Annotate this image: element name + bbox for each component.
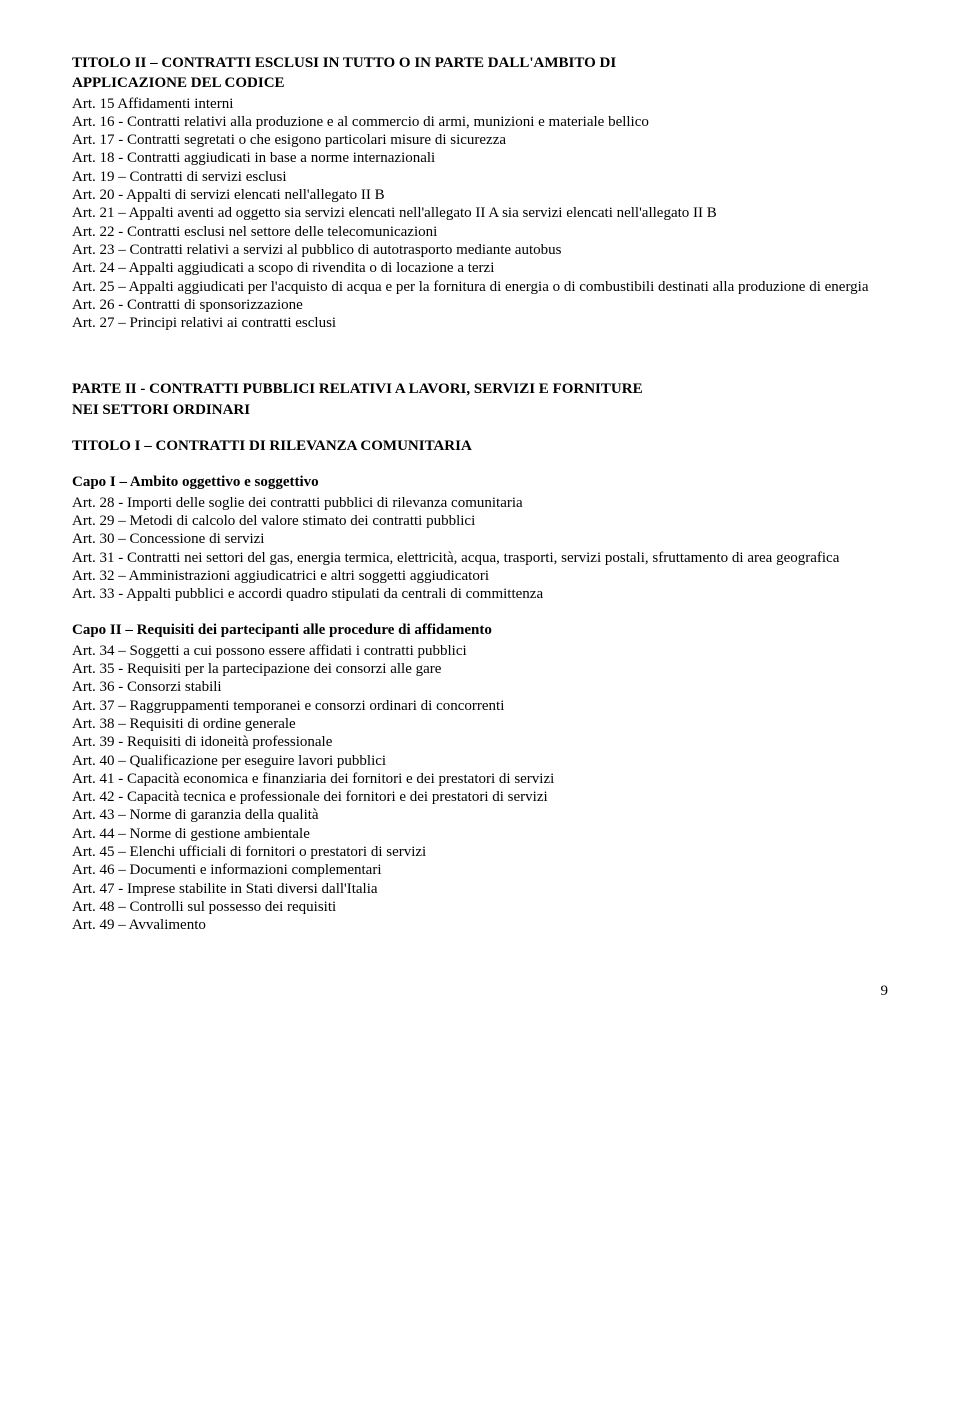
titolo1-heading: TITOLO I – CONTRATTI DI RILEVANZA COMUNI… <box>72 437 888 455</box>
article-line: Art. 28 - Importi delle soglie dei contr… <box>72 494 888 512</box>
article-line: Art. 16 - Contratti relativi alla produz… <box>72 113 888 131</box>
article-line: Art. 41 - Capacità economica e finanziar… <box>72 770 888 788</box>
article-line: Art. 39 - Requisiti di idoneità professi… <box>72 733 888 751</box>
article-line: Art. 20 - Appalti di servizi elencati ne… <box>72 186 888 204</box>
article-line: Art. 18 - Contratti aggiudicati in base … <box>72 149 888 167</box>
capo1-heading: Capo I – Ambito oggettivo e soggettivo <box>72 473 888 491</box>
article-line: Art. 38 – Requisiti di ordine generale <box>72 715 888 733</box>
article-line: Art. 30 – Concessione di servizi <box>72 530 888 548</box>
article-line: Art. 27 – Principi relativi ai contratti… <box>72 314 888 332</box>
article-line: Art. 33 - Appalti pubblici e accordi qua… <box>72 585 888 603</box>
article-line: Art. 15 Affidamenti interni <box>72 95 888 113</box>
article-line: Art. 46 – Documenti e informazioni compl… <box>72 861 888 879</box>
article-line: Art. 43 – Norme di garanzia della qualit… <box>72 806 888 824</box>
parte2-section: PARTE II - CONTRATTI PUBBLICI RELATIVI A… <box>72 380 888 419</box>
article-line: Art. 19 – Contratti di servizi esclusi <box>72 168 888 186</box>
article-line: Art. 31 - Contratti nei settori del gas,… <box>72 549 888 567</box>
article-line: Art. 49 – Avvalimento <box>72 916 888 934</box>
parte2-heading-l1: PARTE II - CONTRATTI PUBBLICI RELATIVI A… <box>72 380 888 398</box>
titolo2-section: TITOLO II – CONTRATTI ESCLUSI IN TUTTO O… <box>72 54 888 332</box>
article-line: Art. 22 - Contratti esclusi nel settore … <box>72 223 888 241</box>
titolo2-heading-l1: TITOLO II – CONTRATTI ESCLUSI IN TUTTO O… <box>72 54 888 72</box>
article-line: Art. 21 – Appalti aventi ad oggetto sia … <box>72 204 888 222</box>
article-line: Art. 48 – Controlli sul possesso dei req… <box>72 898 888 916</box>
capo2-heading: Capo II – Requisiti dei partecipanti all… <box>72 621 888 639</box>
article-line: Art. 44 – Norme di gestione ambientale <box>72 825 888 843</box>
page-number: 9 <box>72 982 888 1000</box>
titolo1-section: TITOLO I – CONTRATTI DI RILEVANZA COMUNI… <box>72 437 888 455</box>
article-line: Art. 17 - Contratti segretati o che esig… <box>72 131 888 149</box>
titolo2-heading-l2: APPLICAZIONE DEL CODICE <box>72 74 888 92</box>
article-line: Art. 26 - Contratti di sponsorizzazione <box>72 296 888 314</box>
article-line: Art. 32 – Amministrazioni aggiudicatrici… <box>72 567 888 585</box>
article-line: Art. 25 – Appalti aggiudicati per l'acqu… <box>72 278 888 296</box>
article-line: Art. 36 - Consorzi stabili <box>72 678 888 696</box>
article-line: Art. 34 – Soggetti a cui possono essere … <box>72 642 888 660</box>
parte2-heading-l2: NEI SETTORI ORDINARI <box>72 401 888 419</box>
article-line: Art. 40 – Qualificazione per eseguire la… <box>72 752 888 770</box>
capo2-section: Capo II – Requisiti dei partecipanti all… <box>72 621 888 934</box>
article-line: Art. 29 – Metodi di calcolo del valore s… <box>72 512 888 530</box>
article-line: Art. 37 – Raggruppamenti temporanei e co… <box>72 697 888 715</box>
article-line: Art. 24 – Appalti aggiudicati a scopo di… <box>72 259 888 277</box>
capo1-section: Capo I – Ambito oggettivo e soggettivo A… <box>72 473 888 603</box>
article-line: Art. 23 – Contratti relativi a servizi a… <box>72 241 888 259</box>
article-line: Art. 47 - Imprese stabilite in Stati div… <box>72 880 888 898</box>
article-line: Art. 35 - Requisiti per la partecipazion… <box>72 660 888 678</box>
article-line: Art. 42 - Capacità tecnica e professiona… <box>72 788 888 806</box>
article-line: Art. 45 – Elenchi ufficiali di fornitori… <box>72 843 888 861</box>
